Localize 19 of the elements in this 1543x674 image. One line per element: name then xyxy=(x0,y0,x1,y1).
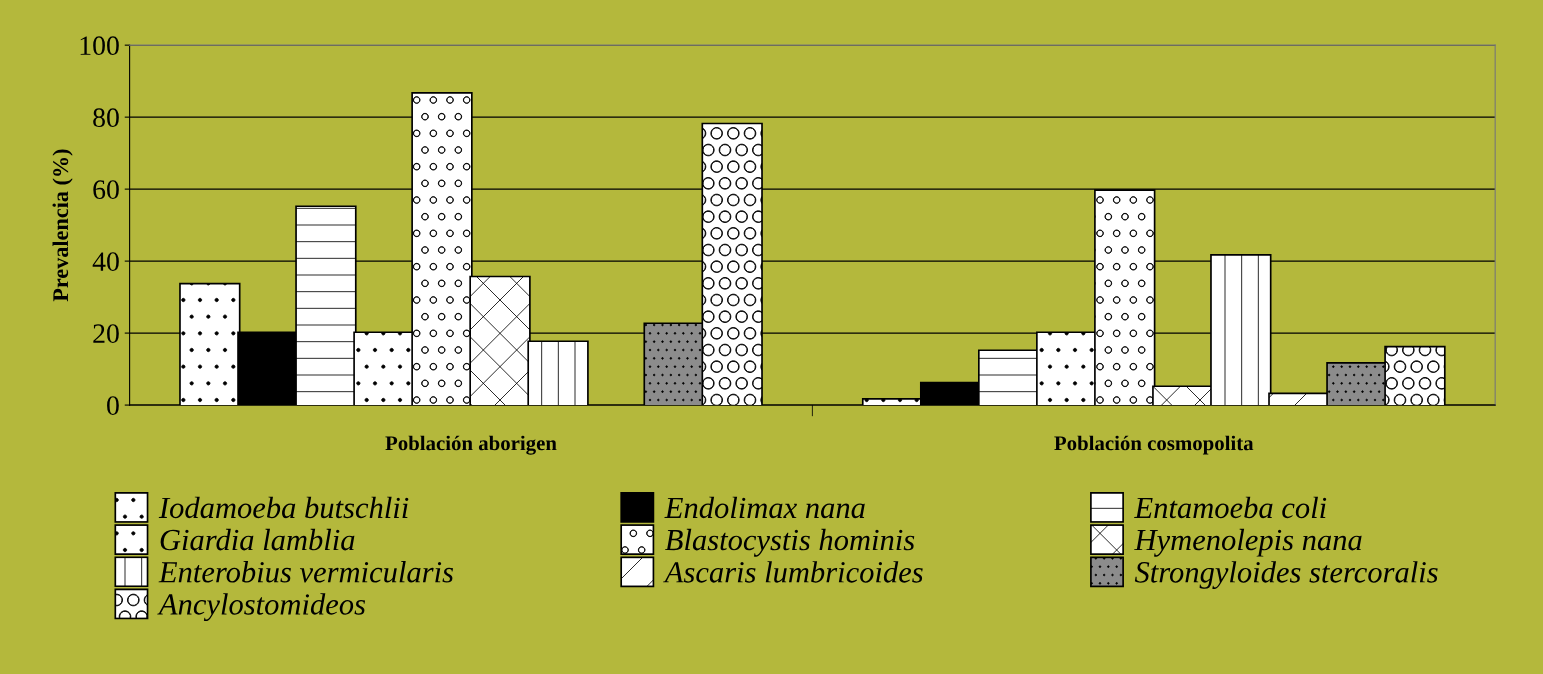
y-tick-label: 100 xyxy=(80,36,119,56)
legend-label: Hymenolepis nana xyxy=(1134,528,1362,557)
y-tick-label: 20 xyxy=(93,324,119,343)
legend-label: Giardia lamblia xyxy=(160,528,355,551)
legend-label: Iodamoeba butschlii xyxy=(158,496,409,519)
y-tick-label: 60 xyxy=(93,180,119,200)
legend-label: Enterobius vermicularis xyxy=(158,561,454,583)
y-tick-label: 40 xyxy=(92,252,119,272)
y-tick-label: 0 xyxy=(107,396,119,415)
legend-label: Ascaris lumbricoides xyxy=(663,561,923,583)
legend-label: Blastocystis hominis xyxy=(665,528,915,557)
legend-label: Strongyloides stercoralis xyxy=(1134,561,1438,589)
x-tick-label: Población aborigen xyxy=(385,435,557,455)
legend-label: Endolimax nana xyxy=(664,496,865,519)
y-tick-label: 80 xyxy=(93,108,119,128)
legend-label: Ancylostomideos xyxy=(157,593,366,622)
y-axis-title: Prevalencia (%) xyxy=(52,149,73,302)
legend-label: Entamoeba coli xyxy=(1134,496,1327,519)
x-tick-label: Población cosmopolita xyxy=(1054,435,1254,455)
